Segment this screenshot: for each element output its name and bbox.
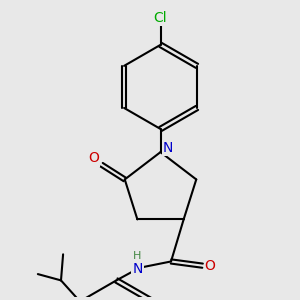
Text: O: O [88,152,99,165]
Text: N: N [132,262,142,276]
Text: N: N [163,141,173,155]
Text: H: H [133,251,142,261]
Text: O: O [205,259,216,273]
Text: Cl: Cl [154,11,167,25]
